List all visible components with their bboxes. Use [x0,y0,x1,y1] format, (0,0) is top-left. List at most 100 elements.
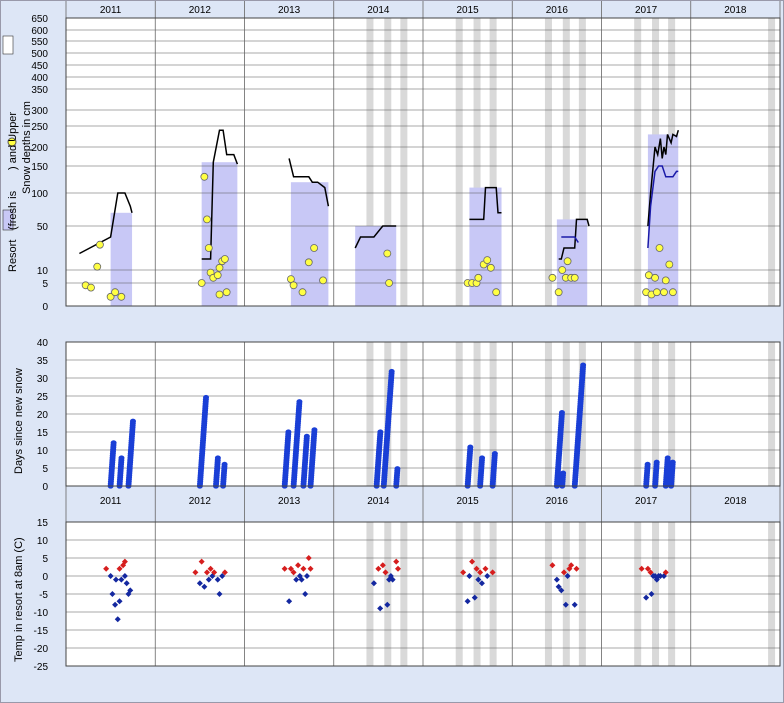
temp-point [281,565,288,572]
season-gap-band [578,18,586,306]
days-tick-label: 40 [37,338,49,349]
temp-point [573,565,580,572]
fresh-snow-point [203,215,211,224]
snow-ylabel-line1: Resort [7,240,19,272]
snow-tick-label: 300 [31,106,48,117]
fresh-snow-point [558,266,567,274]
fresh-snow-point [117,292,126,301]
temp-tick-label: -25 [34,662,49,673]
temp-point [466,573,473,579]
temp-point [107,573,114,579]
season-gap-band [489,18,497,306]
resort-depth-line [201,129,239,260]
fresh-snow-point [319,276,327,285]
days-since-snow-point [285,429,292,435]
days-since-snow-point [303,433,310,439]
fresh-snow-point [563,257,572,266]
temp-point [219,573,226,579]
temp-point [116,598,123,605]
fresh-snow-point [492,288,501,297]
temp-tick-label: 15 [37,518,49,529]
days-tick-label: 15 [37,428,49,439]
temp-point [648,591,655,597]
fresh-snow-point [660,288,668,297]
temp-point [201,583,208,590]
year-label-mid: 2016 [546,496,569,507]
temp-point [290,569,297,576]
temp-point [103,565,110,572]
temp-point [469,558,476,565]
temp-point [293,576,300,583]
temp-point [112,576,119,583]
season-gap-band [562,18,570,306]
fresh-snow-swatch [7,137,17,147]
fresh-snow-point [486,263,495,272]
temp-point [389,576,396,583]
resort-depth-line [288,158,330,207]
temp-point [561,569,568,576]
fresh-snow-point [96,240,104,249]
snow-tick-label: 400 [31,73,48,84]
snow-tick-label: 0 [42,302,48,313]
days-ylabel-text: Days since new snow [13,368,25,474]
temp-point [568,562,575,569]
temp-tick-label: -10 [34,608,49,619]
fresh-snow-point [106,292,115,301]
days-since-snow-point [669,459,676,465]
fresh-snow-point [298,288,307,297]
days-since-snow-point [580,362,587,368]
season-gap-band [400,18,408,306]
temp-point [484,573,491,579]
fresh-snow-point [111,288,119,297]
plot-border [65,17,781,307]
temp-point [211,569,218,576]
fresh-snow-point [204,244,213,252]
temp-point [395,565,402,572]
temp-point [295,562,302,569]
fresh-snow-point [213,271,222,280]
temp-point [121,573,128,579]
year-label-top: 2017 [635,5,658,16]
fresh-snow-point [222,288,231,297]
days-since-snow-point [467,444,474,450]
temp-point [558,587,565,594]
year-label-top: 2015 [457,5,480,16]
season-gap-band [544,18,552,306]
temp-point [638,565,645,572]
season-gap-band [366,18,374,306]
upper-depth-swatch [2,35,14,55]
plot-border [65,341,781,487]
year-label-top: 2018 [724,5,747,16]
year-label-mid: 2013 [278,496,301,507]
fresh-snow-point [661,276,670,285]
temp-point [109,591,116,597]
days-tick-label: 10 [37,446,49,457]
temp-point [644,565,651,572]
temp-point [305,555,312,561]
temp-point [460,569,467,576]
fresh-snow-point [548,273,557,282]
fresh-snow-point [665,260,674,269]
fresh-snow-point [304,258,313,267]
snow-tick-label: 350 [31,85,48,96]
temp-point [205,576,212,583]
snow-ylabel-line3: ) and Upper [7,112,19,170]
year-label-top: 2016 [546,5,569,16]
snow-tick-label: 200 [31,143,48,154]
fresh-snow-point [652,288,661,297]
fresh-snow-point [200,172,209,181]
temp-tick-label: 0 [42,572,48,583]
temp-point [464,598,471,605]
temp-point [564,573,571,579]
season-gap-band [455,18,463,306]
days-since-snow-point [214,455,221,461]
year-label-top: 2013 [278,5,301,16]
temp-point [382,569,389,576]
snow-tick-label: 500 [31,49,48,60]
days-since-snow-point [479,455,486,461]
temp-point [127,587,134,594]
resort-depth-line [469,186,502,221]
temp-point [571,601,578,608]
days-since-snow-point [388,368,395,375]
